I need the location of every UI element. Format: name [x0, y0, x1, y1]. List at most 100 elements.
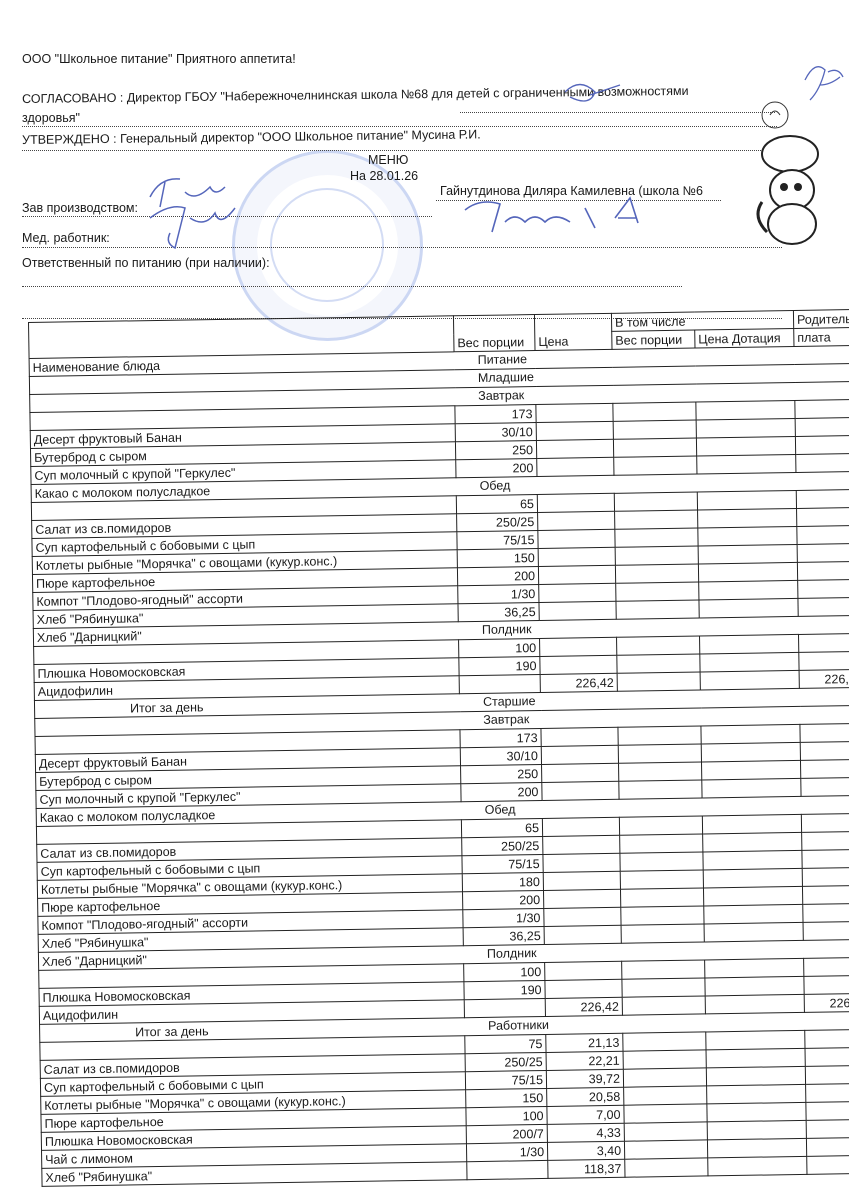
- price: [536, 439, 614, 459]
- sub-weight: [621, 923, 705, 944]
- sub-weight: [617, 671, 701, 692]
- price: 7,00: [546, 1105, 625, 1125]
- menu-table: Вес порции Цена В том числе Родитель Вес…: [28, 309, 849, 1187]
- responsible-label: Ответственный по питанию (при наличии):: [22, 256, 270, 270]
- sub-price: [701, 760, 801, 780]
- parent-fee: [797, 579, 849, 599]
- section-label: Младшие: [477, 370, 534, 385]
- portion-weight: 65: [456, 494, 538, 514]
- production-head-label: Зав производством:: [22, 201, 138, 215]
- sub-price: [705, 994, 805, 1014]
- sub-price: [698, 544, 798, 564]
- price: [536, 421, 614, 441]
- section-label: Старшие: [482, 694, 536, 709]
- price: [537, 511, 615, 531]
- parent-fee: [797, 543, 849, 563]
- parent-fee: [799, 723, 849, 743]
- sub-weight: [613, 420, 697, 440]
- price: 118,37: [547, 1159, 626, 1179]
- dotted-line: [436, 200, 721, 201]
- portion-weight: 200: [457, 566, 539, 586]
- section-label: Обед: [484, 802, 516, 817]
- portion-weight: 36,25: [463, 926, 545, 946]
- sub-price: [697, 526, 798, 547]
- dotted-line: [22, 150, 777, 151]
- portion-weight: [459, 674, 541, 694]
- price: [542, 835, 620, 855]
- parent-fee: [802, 903, 849, 923]
- price: [537, 493, 615, 513]
- portion-weight: 75/15: [456, 530, 539, 550]
- sub-weight: [614, 492, 698, 512]
- parent-fee: [801, 849, 849, 869]
- sub-price: [702, 814, 802, 834]
- sub-weight: [623, 1049, 707, 1070]
- price: [538, 547, 616, 567]
- dish-name: Какао с молоком полусладкое: [39, 808, 216, 825]
- portion-weight: 250: [460, 764, 542, 784]
- sub-price: [697, 490, 797, 511]
- parent-fee: [798, 651, 849, 671]
- portion-weight: 180: [462, 872, 544, 892]
- price: 20,58: [546, 1087, 624, 1107]
- price: 3,40: [547, 1141, 625, 1161]
- sub-weight: [620, 869, 704, 890]
- price: [543, 871, 621, 891]
- sub-price: [702, 832, 802, 852]
- sub-weight: [619, 815, 703, 836]
- parent-fee: [802, 885, 849, 905]
- sub-weight: [615, 581, 699, 602]
- dotted-line: [460, 112, 775, 113]
- sub-price: [698, 562, 798, 582]
- sub-price: [706, 1084, 806, 1104]
- sub-price: [704, 922, 804, 942]
- section-label: Питание: [477, 352, 528, 367]
- portion-weight: [466, 1160, 549, 1180]
- section-label: Работники: [488, 1017, 549, 1033]
- price: [541, 781, 620, 801]
- section-label: Обед: [479, 478, 511, 493]
- parent-fee: [801, 813, 849, 833]
- sub-price: [695, 400, 796, 421]
- parent-fee: 226,42: [799, 669, 849, 689]
- sub-weight: [617, 725, 702, 746]
- dotted-line: [22, 247, 782, 248]
- official-stamp: [232, 150, 423, 341]
- price: [535, 403, 614, 423]
- sub-weight: [615, 599, 700, 620]
- sub-weight: [615, 563, 699, 584]
- price: [543, 907, 622, 927]
- portion-weight: 75/15: [461, 854, 544, 874]
- price: [539, 637, 617, 657]
- parent-fee: [794, 399, 849, 419]
- sub-price: [699, 634, 799, 654]
- sub-weight: [618, 761, 702, 782]
- sub-weight: [613, 438, 697, 458]
- parent-fee: [806, 1137, 849, 1157]
- section-label: Полдник: [481, 622, 532, 637]
- sub-weight: [620, 887, 704, 908]
- parent-fee: [800, 777, 849, 797]
- portion-weight: 250/25: [456, 512, 538, 532]
- parent-fee: 226,42: [804, 993, 849, 1013]
- parent-fee: [805, 1083, 849, 1103]
- parent-fee: [803, 975, 849, 995]
- parent-fee: [798, 633, 849, 653]
- sub-price: [706, 1048, 806, 1068]
- handwritten-signatures: [149, 66, 844, 250]
- parent-fee: [805, 1065, 849, 1085]
- sub-price: [696, 454, 796, 475]
- sub-weight: [616, 635, 700, 656]
- section-label: Полдник: [486, 946, 537, 961]
- price: [539, 655, 618, 675]
- portion-weight: 250/25: [465, 1052, 547, 1072]
- price: 4,33: [547, 1123, 625, 1143]
- sub-weight: [619, 833, 703, 854]
- sub-price: [707, 1156, 807, 1176]
- price: 21,13: [545, 1033, 624, 1053]
- parent-fee: [796, 507, 849, 527]
- parent-fee: [804, 1029, 849, 1049]
- price: [544, 979, 623, 999]
- sub-weight: [623, 1103, 708, 1124]
- price: [538, 583, 616, 603]
